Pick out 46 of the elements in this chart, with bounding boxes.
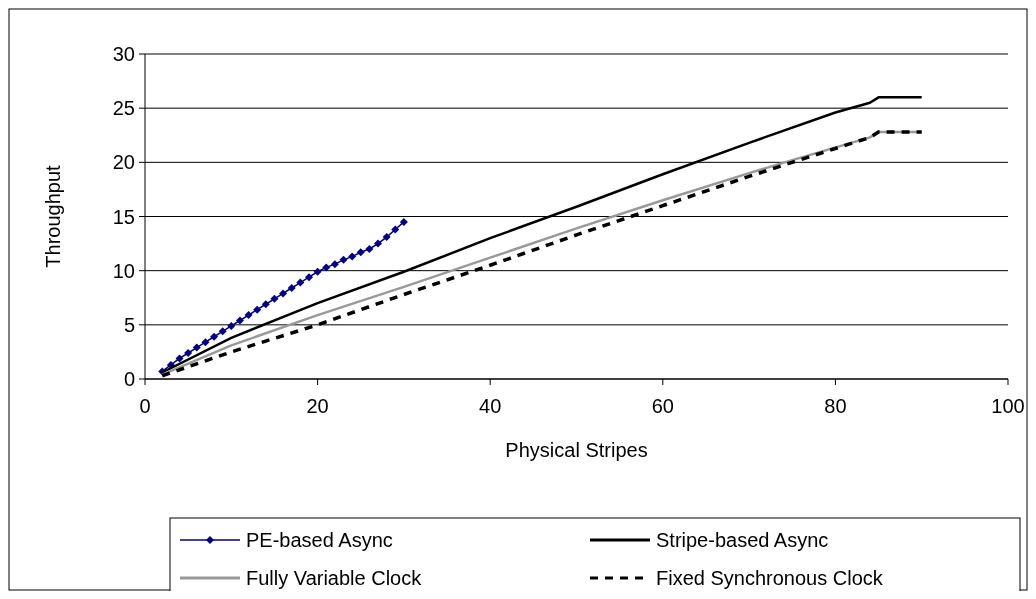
point — [261, 300, 270, 309]
point — [279, 289, 288, 298]
point — [201, 338, 210, 347]
legend-label: Fixed Synchronous Clock — [656, 567, 884, 589]
point — [244, 311, 253, 320]
y-tick-label: 10 — [112, 259, 135, 282]
x-tick-label: 60 — [651, 395, 674, 417]
y-tick-label: 25 — [112, 97, 135, 120]
y-tick-label: 30 — [112, 43, 135, 65]
point — [253, 305, 262, 314]
x-tick-label: 40 — [479, 395, 502, 417]
point — [218, 327, 227, 336]
x-tick-label: 20 — [306, 395, 329, 417]
y-tick-label: 5 — [123, 313, 135, 336]
y-axis-title: Throughput — [42, 164, 64, 268]
point — [184, 349, 193, 357]
point — [399, 217, 408, 226]
point — [313, 267, 322, 276]
point — [330, 260, 339, 269]
point — [365, 245, 374, 253]
point — [210, 332, 219, 341]
x-tick-label: 80 — [824, 395, 847, 417]
point — [339, 255, 348, 264]
point — [382, 233, 391, 242]
legend-label: Stripe-based Async — [656, 529, 829, 551]
point — [348, 252, 357, 261]
point — [192, 343, 201, 352]
point — [227, 321, 236, 330]
point — [374, 239, 383, 248]
x-tick-label: 0 — [139, 395, 151, 417]
point — [304, 273, 313, 282]
point — [235, 316, 244, 325]
point — [175, 354, 184, 363]
x-tick-label: 100 — [991, 395, 1025, 417]
point — [322, 263, 331, 272]
y-tick-label: 20 — [112, 151, 135, 174]
point — [356, 248, 365, 257]
legend-label: Fully Variable Clock — [246, 567, 423, 589]
point — [270, 294, 279, 303]
point — [287, 284, 296, 292]
x-axis-title: Physical Stripes — [505, 439, 648, 461]
legend-label: PE-based Async — [246, 529, 393, 551]
y-tick-label: 0 — [123, 368, 135, 390]
point — [391, 225, 400, 234]
y-tick-label: 15 — [112, 205, 135, 228]
point — [296, 278, 305, 287]
